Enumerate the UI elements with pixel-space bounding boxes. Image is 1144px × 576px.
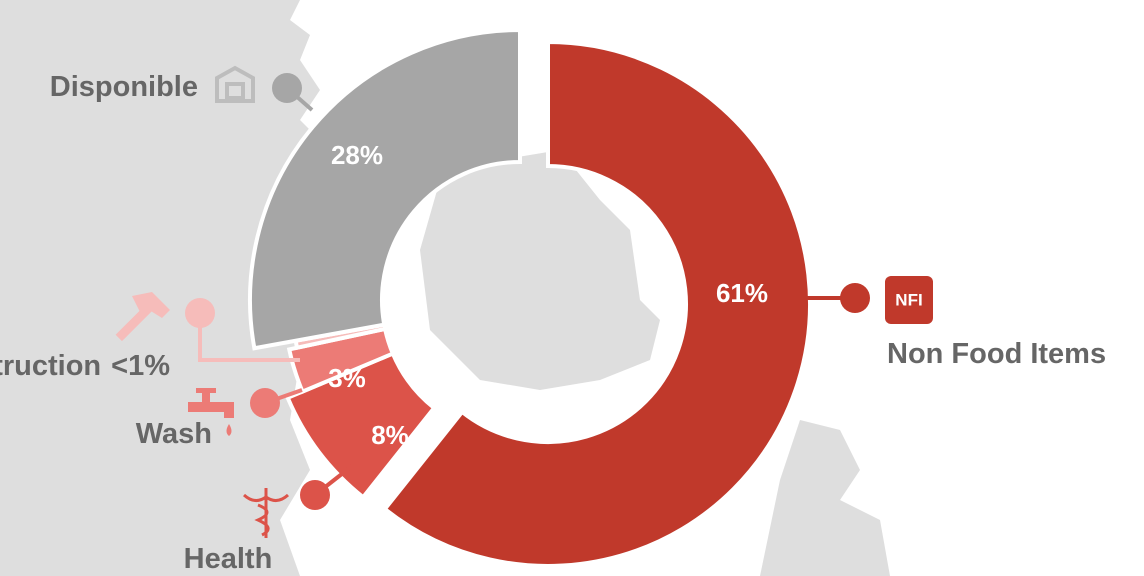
category-label: Wash — [136, 418, 212, 450]
slice — [248, 27, 522, 351]
slice — [382, 39, 812, 568]
icons: NFI — [115, 65, 933, 538]
leader-dot — [840, 283, 870, 313]
value-label: 61% — [716, 278, 768, 308]
value-label: 3% — [328, 363, 366, 393]
value-label: 28% — [331, 140, 383, 170]
category-name: Disponible — [50, 71, 198, 103]
category-label: Disponible — [50, 71, 198, 103]
leader-line — [198, 313, 300, 362]
value-label: <1% — [111, 350, 170, 382]
category-label: Non Food Items — [887, 338, 1106, 370]
badge-label: NFI — [895, 290, 922, 309]
caduceus-icon — [242, 488, 290, 538]
leader-dot — [250, 388, 280, 418]
tap-icon — [188, 388, 234, 436]
leader-dot — [272, 73, 302, 103]
category-name: Wash — [136, 418, 212, 450]
category-label: Health — [184, 543, 273, 575]
house-icon — [215, 65, 255, 103]
category-name: Construction — [0, 350, 101, 382]
callouts: Non Food Items 61% Health 8% Wash 3% Construct… — [0, 71, 1106, 575]
leader-dot — [185, 298, 215, 328]
category-name: Health — [184, 543, 273, 575]
leader-dot — [300, 480, 330, 510]
badge-box — [885, 276, 933, 324]
value-label: 8% — [371, 420, 409, 450]
hammer-icon — [115, 292, 170, 342]
slice — [285, 350, 437, 501]
category-name: Non Food Items — [887, 338, 1106, 370]
slices — [248, 27, 812, 568]
background-map — [0, 0, 890, 576]
category-label: Construction <1% — [0, 350, 170, 382]
